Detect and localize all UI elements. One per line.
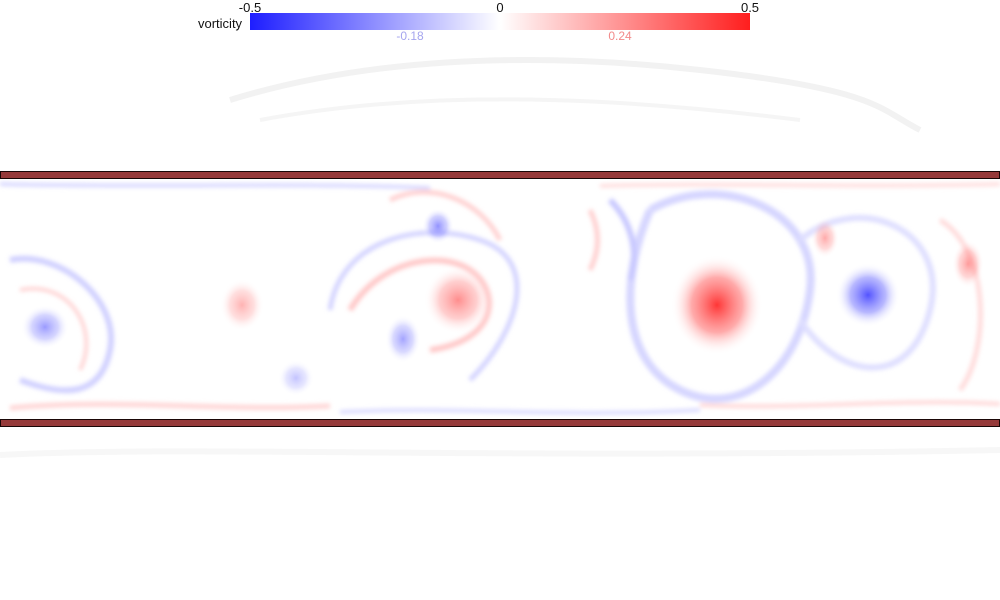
filament-left-arc-blue <box>9 255 115 394</box>
filament-bottom-right-red <box>699 400 1000 409</box>
channel-bottom-wall <box>0 419 1000 427</box>
filament-top-right-red <box>599 182 1000 188</box>
filament-upper-red <box>388 189 503 242</box>
filament-left-arc-red <box>19 286 89 371</box>
filament-upper-red-stem <box>587 208 600 272</box>
vorticity-field <box>0 182 1000 415</box>
colorbar-min-tick: -0.5 <box>238 0 262 15</box>
filament-mid-arc-blue <box>327 230 520 382</box>
colorbar-zero-tick: 0 <box>496 0 504 15</box>
filament-bottom-red <box>9 401 331 411</box>
vortex-positive-upper-right <box>811 218 839 258</box>
colorbar-label: vorticity <box>198 16 243 31</box>
colorbar-marker-negative: -0.18 <box>396 29 424 43</box>
vortex-positive-large <box>671 255 763 355</box>
channel-top-wall <box>0 171 1000 179</box>
filament-right-red <box>938 217 983 392</box>
vortex-negative-left <box>21 305 69 349</box>
vortex-positive-far-right <box>952 240 984 288</box>
filament-big-blue-ring <box>626 190 815 403</box>
vortex-cores <box>21 208 984 396</box>
vortex-negative-low <box>278 360 314 396</box>
colorbar-marker-positive: 0.24 <box>608 29 632 43</box>
colorbar <box>250 13 750 30</box>
vortex-negative-mid <box>385 315 421 363</box>
vortex-positive-left <box>220 279 264 331</box>
filaments <box>0 182 1000 415</box>
filament-upper-blue-stem <box>607 197 637 281</box>
colorbar-gradient <box>250 13 750 30</box>
colorbar-max-tick: 0.5 <box>740 0 760 15</box>
filament-top-blue <box>0 182 431 190</box>
vortex-negative-right <box>836 263 900 327</box>
filament-right-blue-ring <box>797 214 936 371</box>
filament-bottom-blue <box>339 408 701 415</box>
vortex-positive-mid <box>424 266 492 334</box>
vortex-negative-upper <box>422 208 454 244</box>
